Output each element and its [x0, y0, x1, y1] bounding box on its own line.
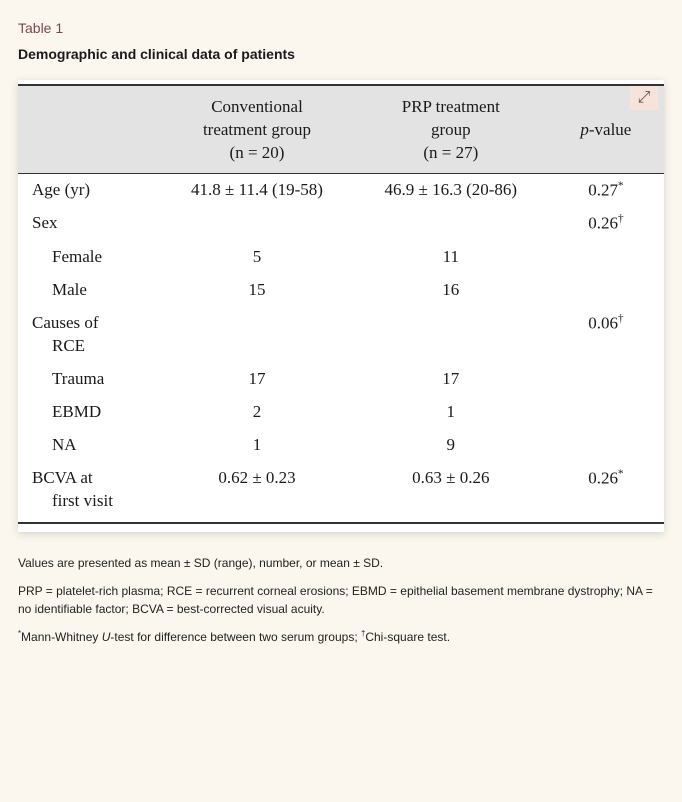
row-causes: Causes of RCE 0.06†	[18, 307, 664, 363]
cell-sex-p: 0.26†	[548, 207, 664, 241]
cell-age-v1: 41.8 ± 11.4 (19-58)	[160, 173, 354, 207]
cell-male-v1: 15	[160, 274, 354, 307]
table-caption: Demographic and clinical data of patient…	[18, 46, 664, 62]
row-bcva: BCVA at first visit 0.62 ± 0.23 0.63 ± 0…	[18, 462, 664, 524]
cell-na-v1: 1	[160, 429, 354, 462]
row-trauma: Trauma 17 17	[18, 363, 664, 396]
cell-bcva-p: 0.26*	[548, 462, 664, 524]
cell-age-p: 0.27*	[548, 173, 664, 207]
table-container: ⤢ Conventional treatment group (n = 20) …	[18, 80, 664, 532]
cell-trauma-v2: 17	[354, 363, 548, 396]
header-prp: PRP treatment group (n = 27)	[354, 85, 548, 173]
cell-age-v2: 46.9 ± 16.3 (20-86)	[354, 173, 548, 207]
cell-female-v2: 11	[354, 241, 548, 274]
cell-causes-p: 0.06†	[548, 307, 664, 363]
header-conventional: Conventional treatment group (n = 20)	[160, 85, 354, 173]
cell-sex-label: Sex	[18, 207, 160, 241]
cell-male-v2: 16	[354, 274, 548, 307]
cell-male-label: Male	[18, 274, 160, 307]
footnote-2: PRP = platelet-rich plasma; RCE = recurr…	[18, 582, 664, 618]
cell-bcva-v2: 0.63 ± 0.26	[354, 462, 548, 524]
cell-ebmd-label: EBMD	[18, 396, 160, 429]
expand-button[interactable]: ⤢	[630, 86, 658, 110]
row-male: Male 15 16	[18, 274, 664, 307]
cell-female-v1: 5	[160, 241, 354, 274]
cell-trauma-label: Trauma	[18, 363, 160, 396]
cell-na-label: NA	[18, 429, 160, 462]
row-ebmd: EBMD 2 1	[18, 396, 664, 429]
row-na: NA 1 9	[18, 429, 664, 462]
data-table: Conventional treatment group (n = 20) PR…	[18, 84, 664, 524]
cell-bcva-label: BCVA at first visit	[18, 462, 160, 524]
header-row: Conventional treatment group (n = 20) PR…	[18, 85, 664, 173]
cell-causes-label: Causes of RCE	[18, 307, 160, 363]
cell-trauma-v1: 17	[160, 363, 354, 396]
row-sex: Sex 0.26†	[18, 207, 664, 241]
cell-ebmd-v1: 2	[160, 396, 354, 429]
footnotes: Values are presented as mean ± SD (range…	[18, 554, 664, 646]
table-label: Table 1	[18, 20, 664, 36]
row-age: Age (yr) 41.8 ± 11.4 (19-58) 46.9 ± 16.3…	[18, 173, 664, 207]
cell-age-label: Age (yr)	[18, 173, 160, 207]
expand-icon: ⤢	[638, 89, 651, 107]
footnote-3: *Mann-Whitney U-test for difference betw…	[18, 628, 664, 646]
header-blank	[18, 85, 160, 173]
cell-female-label: Female	[18, 241, 160, 274]
footnote-1: Values are presented as mean ± SD (range…	[18, 554, 664, 572]
cell-bcva-v1: 0.62 ± 0.23	[160, 462, 354, 524]
row-female: Female 5 11	[18, 241, 664, 274]
cell-ebmd-v2: 1	[354, 396, 548, 429]
cell-na-v2: 9	[354, 429, 548, 462]
